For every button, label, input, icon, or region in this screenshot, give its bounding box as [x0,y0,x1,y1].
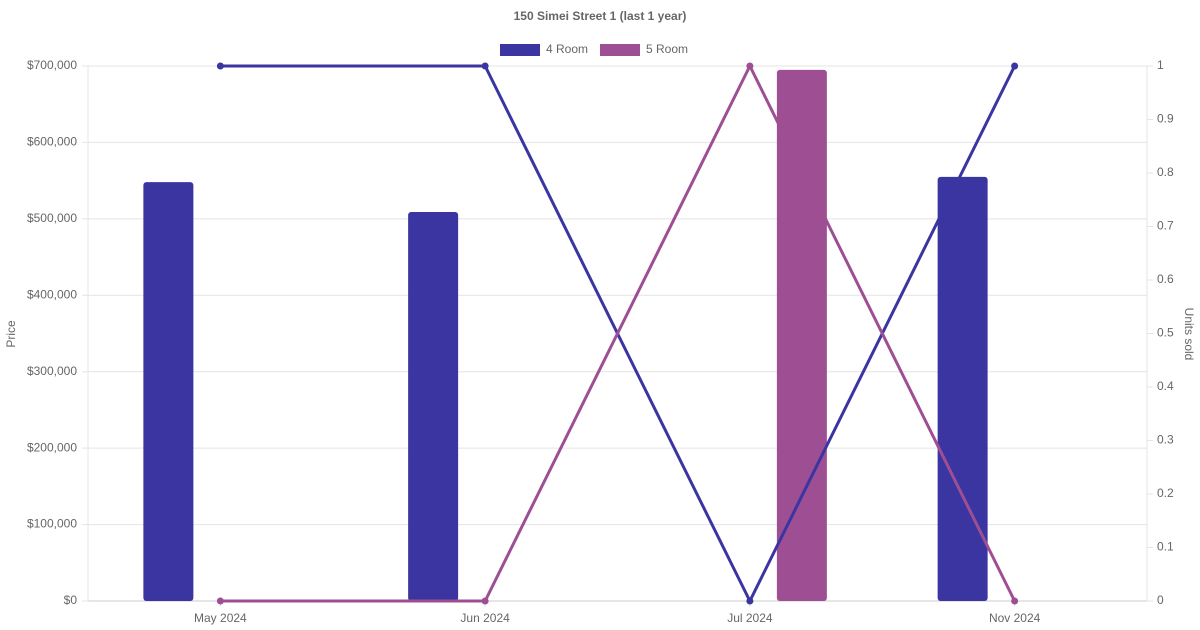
legend-swatch [600,44,640,56]
y-axis-title: Price [4,320,18,348]
chart-title: 150 Simei Street 1 (last 1 year) [514,9,687,23]
y2-tick-label: 1 [1157,58,1164,72]
y-tick-label: $0 [64,593,78,607]
y-tick-label: $400,000 [27,287,77,301]
point [481,62,489,70]
point [746,597,754,605]
line [220,62,1016,603]
y2-tick-label: 0.3 [1157,433,1174,447]
bar [143,182,194,601]
y2-tick-label: 0.4 [1157,379,1174,393]
bar [408,211,459,601]
y2-axis-title: Units sold [1182,308,1196,361]
y2-tick-label: 0.2 [1157,486,1174,500]
y-tick-label: $600,000 [27,135,77,149]
bar [776,69,827,602]
bar [937,176,988,602]
legend-swatch [500,44,540,56]
y2-tick-label: 0.6 [1157,272,1174,286]
y2-tick-label: 0.9 [1157,112,1174,126]
y2-tick-label: 0.5 [1157,326,1174,340]
y-tick-label: $500,000 [27,211,77,225]
point [216,597,224,605]
y-tick-label: $100,000 [27,517,77,531]
legend-label: 4 Room [546,42,588,56]
x-tick-label: Jun 2024 [460,611,510,625]
y2-tick-label: 0 [1157,593,1164,607]
y-tick-label: $300,000 [27,364,77,378]
y-tick-label: $700,000 [27,58,77,72]
y-tick-label: $200,000 [27,440,77,454]
x-tick-label: Nov 2024 [989,611,1041,625]
x-tick-label: May 2024 [194,611,247,625]
legend-label: 5 Room [646,42,688,56]
x-tick-label: Jul 2024 [727,611,773,625]
point [216,62,224,70]
y2-tick-label: 0.8 [1157,165,1174,179]
point [1011,62,1019,70]
y2-tick-label: 0.1 [1157,540,1174,554]
point [1011,597,1019,605]
point [481,597,489,605]
y2-tick-label: 0.7 [1157,219,1174,233]
point [746,62,754,70]
